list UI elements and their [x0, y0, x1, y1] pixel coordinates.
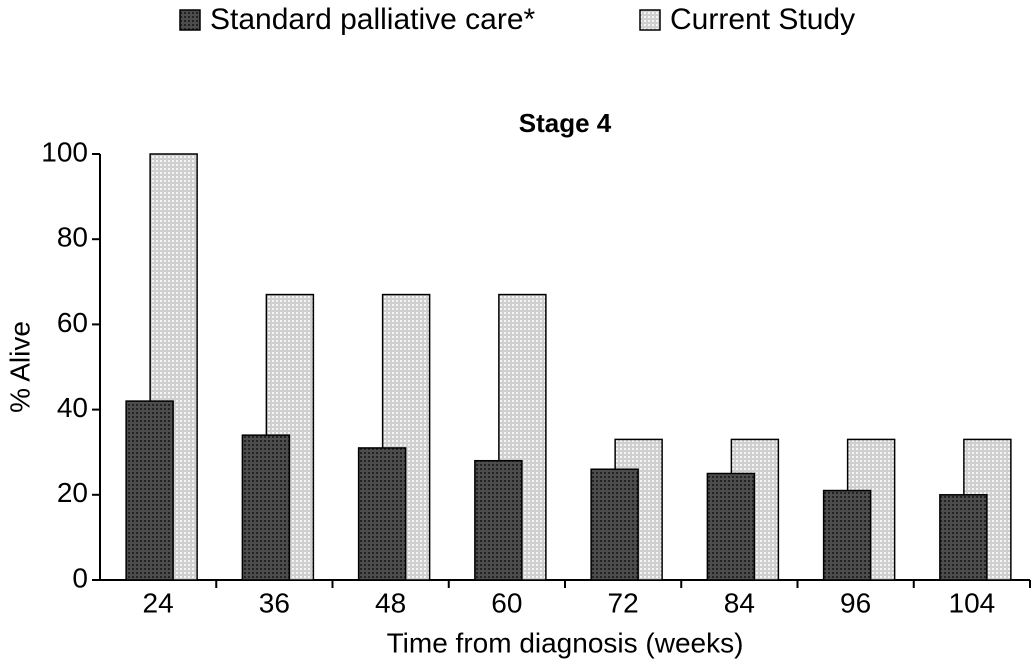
y-tick-label: 80: [57, 222, 88, 253]
x-tick-label: 104: [949, 587, 996, 618]
y-tick-label: 40: [57, 392, 88, 423]
y-tick-label: 60: [57, 307, 88, 338]
chart-title: Stage 4: [519, 108, 612, 138]
bar: [939, 494, 988, 581]
legend-label: Current Study: [670, 3, 855, 36]
x-tick-label: 24: [143, 587, 174, 618]
x-tick-label: 84: [724, 587, 755, 618]
bar: [822, 489, 872, 581]
y-axis-label: % Alive: [4, 321, 35, 413]
y-tick-label: 0: [72, 562, 88, 593]
bar: [241, 434, 291, 581]
legend-label: Standard palliative care*: [210, 3, 536, 36]
x-tick-label: 96: [840, 587, 871, 618]
x-tick-label: 60: [491, 587, 522, 618]
y-tick-label: 20: [57, 477, 88, 508]
x-tick-label: 48: [375, 587, 406, 618]
x-axis-label: Time from diagnosis (weeks): [387, 627, 744, 658]
bar: [706, 472, 756, 581]
bar: [125, 400, 174, 581]
x-tick-label: 72: [608, 587, 639, 618]
legend-swatch: [179, 9, 201, 31]
y-tick-label: 100: [41, 136, 88, 167]
bar: [357, 447, 407, 581]
bar: [590, 468, 639, 581]
bar: [474, 459, 523, 581]
x-tick-label: 36: [259, 587, 290, 618]
legend-swatch: [639, 9, 661, 31]
